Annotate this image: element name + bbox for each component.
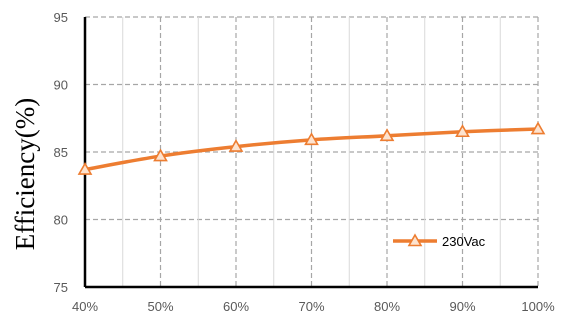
axes (83, 17, 538, 289)
y-tick-label: 90 (54, 78, 68, 93)
y-tick-label: 95 (54, 10, 68, 25)
y-axis-label: Efficiency(%) (10, 98, 40, 250)
y-tick-label: 75 (54, 280, 68, 295)
legend: 230Vac (393, 233, 486, 249)
data-point-marker (77, 161, 93, 175)
data-point-marker (455, 124, 470, 138)
data-point-marker (304, 132, 319, 146)
x-tick-label: 100% (521, 299, 555, 314)
data-point-marker (530, 121, 546, 135)
x-tick-label: 40% (72, 299, 98, 314)
legend-marker (407, 233, 423, 247)
x-tick-label: 60% (223, 299, 249, 314)
data-point-marker (379, 128, 395, 142)
x-tick-label: 80% (374, 299, 400, 314)
x-tick-label: 50% (147, 299, 173, 314)
legend-label: 230Vac (442, 234, 486, 249)
y-tick-label: 85 (54, 145, 68, 160)
y-tick-label: 80 (54, 213, 68, 228)
data-point-marker (153, 148, 168, 162)
y-tick-labels: 75 80 85 90 95 (54, 10, 68, 295)
data-point-marker (228, 138, 244, 152)
x-tick-label: 90% (449, 299, 475, 314)
x-tick-label: 70% (298, 299, 324, 314)
grid (85, 16, 539, 287)
series (77, 121, 546, 175)
x-tick-labels: 40% 50% 60% 70% 80% 90% 100% (72, 299, 555, 314)
